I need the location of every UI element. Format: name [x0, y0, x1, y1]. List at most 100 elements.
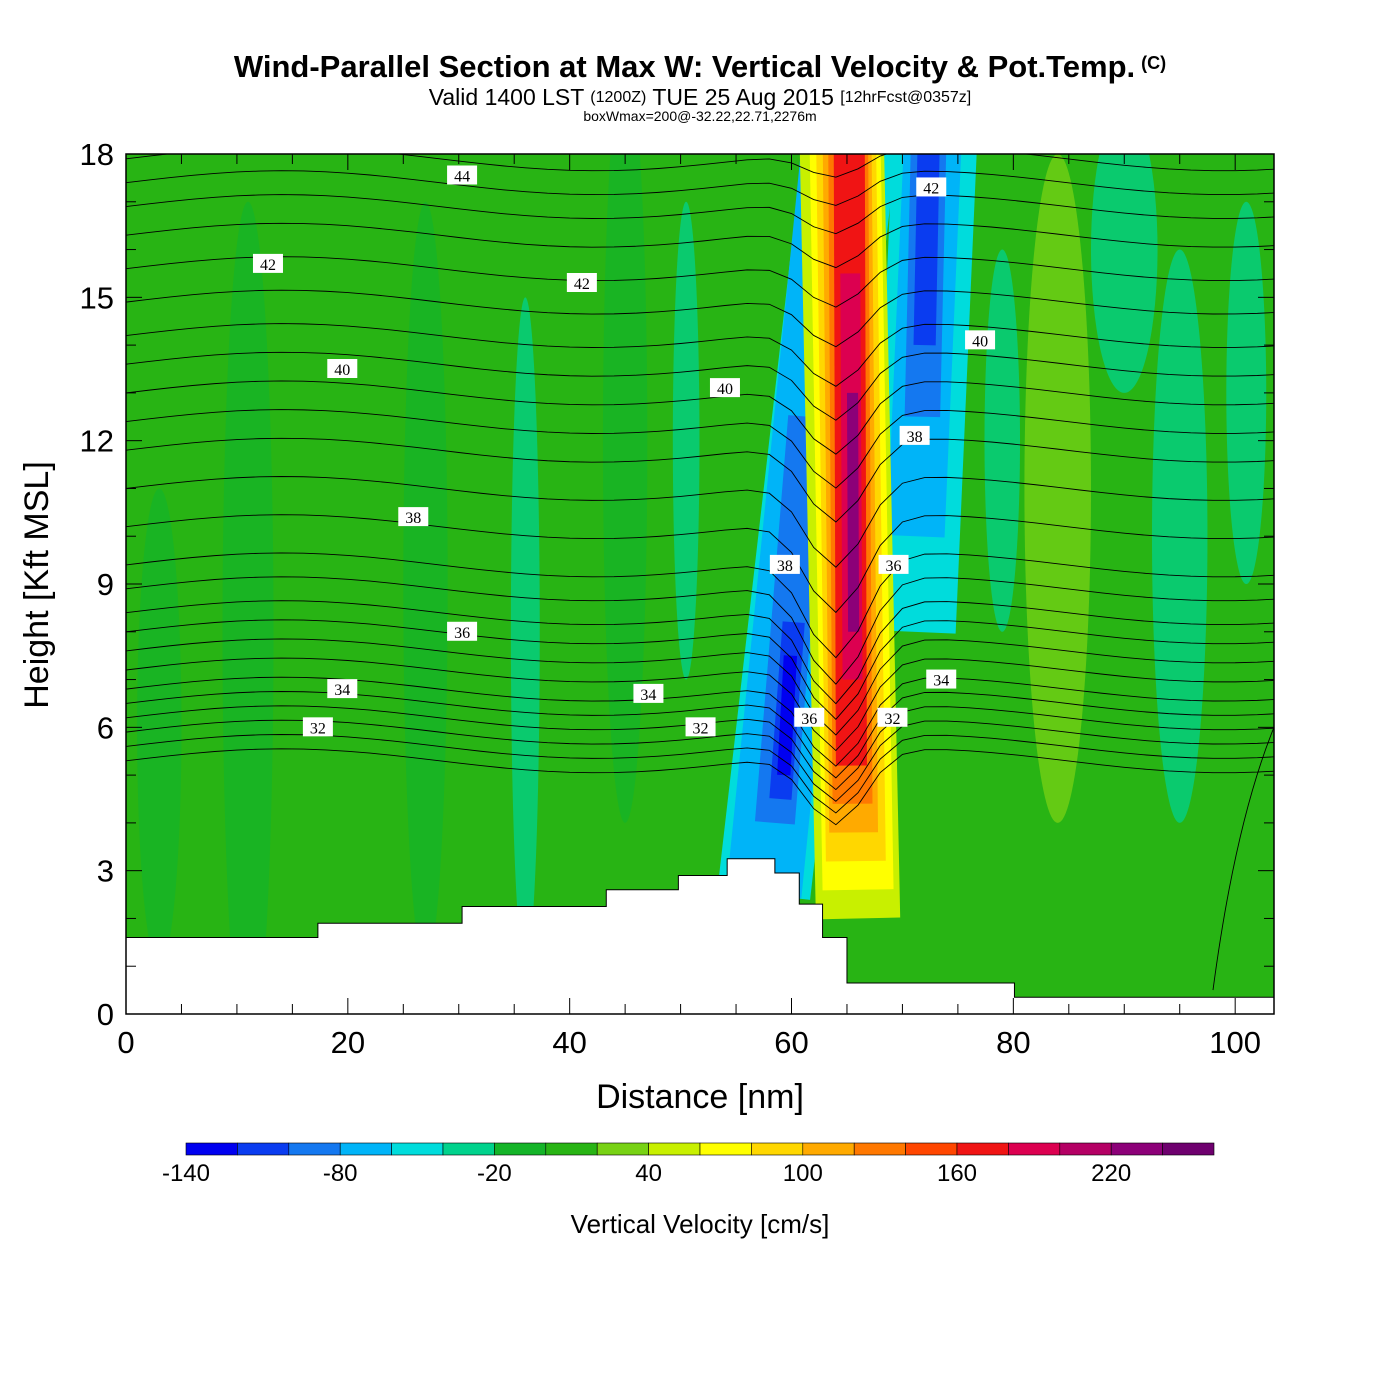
- isentrope-label: 42: [916, 177, 947, 197]
- x-tick-label: 40: [552, 1025, 586, 1060]
- isentrope-label: 36: [447, 621, 478, 642]
- x-tick-label: 80: [996, 1025, 1030, 1060]
- isentrope-line: [126, 154, 1274, 178]
- isentrope-line: [126, 514, 1274, 614]
- isentrope-label: 42: [566, 273, 597, 293]
- isentrope-label: 34: [926, 669, 957, 690]
- isentrope-label-box: [899, 425, 930, 445]
- isentrope-label-text: 38: [777, 558, 793, 575]
- axis-ticks: [125, 153, 1274, 1015]
- terrain-profile: [126, 858, 1274, 1014]
- isentrope-label-text: 34: [933, 673, 949, 690]
- isentrope-label: 38: [398, 507, 429, 527]
- isentrope-line: [126, 222, 1274, 269]
- isentrope-label-text: 34: [334, 682, 350, 699]
- isentrope-line: [126, 437, 1274, 523]
- isentrope-label-text: 32: [693, 720, 709, 737]
- colorbar-swatch: [391, 1142, 444, 1156]
- isentrope-label: 42: [252, 253, 283, 274]
- isentrope-label-text: 42: [574, 276, 590, 293]
- isentrope-label: 32: [302, 717, 333, 737]
- isentrope-line: [126, 691, 1274, 779]
- isentrope-label: 34: [633, 683, 664, 704]
- chart-subtitle: Valid 1400 LST (1200Z) TUE 25 Aug 2015 […: [0, 84, 1400, 114]
- updraft-band: [846, 392, 860, 632]
- isentrope-line: [126, 194, 1274, 235]
- colorbar-swatch: [1110, 1142, 1163, 1156]
- colorbar-swatch: [802, 1142, 855, 1156]
- isentrope-line: [126, 576, 1274, 685]
- isentrope-line: [126, 476, 1274, 568]
- colorbar-swatch: [494, 1142, 547, 1156]
- isentrope-line: [126, 380, 1274, 455]
- colorbar-title: Vertical Velocity [cm/s]: [571, 1209, 830, 1239]
- downdraft-upper-band: [913, 154, 940, 346]
- field-blob: [403, 201, 448, 967]
- isentrope-label: 40: [965, 330, 996, 350]
- isentrope-label: 32: [685, 717, 716, 737]
- y-axis-labels: 0 3 6 9 12 15 18: [80, 137, 114, 1032]
- isentrope-label-box: [252, 253, 283, 273]
- y-tick-label: 0: [97, 997, 114, 1032]
- field-blob: [602, 154, 648, 823]
- colorbar-tick-label: 100: [783, 1160, 823, 1187]
- isentrope-label-box: [327, 359, 358, 378]
- isentrope-label-box: [447, 621, 478, 641]
- isentrope-label-box: [685, 717, 716, 737]
- field-blob: [1024, 154, 1091, 823]
- isentrope-label-text: 32: [884, 711, 900, 728]
- colorbar-swatch: [237, 1142, 290, 1156]
- isentrope-line: [126, 676, 1274, 767]
- isentrope-line: [126, 323, 1274, 387]
- isentrope-label: 36: [794, 707, 825, 728]
- field-blob: [1226, 201, 1267, 584]
- colorbar-tick-label: -140: [162, 1160, 210, 1187]
- isentrope-label-text: 36: [886, 558, 902, 575]
- x-axis-labels: 0 20 40 60 80 100: [117, 1025, 1261, 1060]
- isentrope-label-box: [926, 669, 957, 689]
- isentrope-line: [126, 289, 1274, 348]
- isentrope-label-box: [398, 507, 429, 527]
- isentrope-label-box: [302, 717, 333, 737]
- valid-day: TUE 25 Aug 2015: [652, 84, 834, 110]
- isentrope-label-text: 42: [923, 180, 939, 197]
- field-blob: [672, 201, 700, 680]
- isentrope-line: [1212, 727, 1274, 991]
- colorbar-swatch: [339, 1142, 392, 1156]
- isentrope-label-box: [965, 330, 996, 350]
- isentrope-line: [126, 657, 1274, 752]
- isentrope-label-box: [633, 683, 664, 703]
- isentrope-label-text: 42: [260, 257, 276, 274]
- isentrope-line: [126, 351, 1274, 421]
- colorbar-swatch: [853, 1142, 906, 1156]
- x-tick-label: 60: [774, 1025, 808, 1060]
- isentrope-label-box: [877, 707, 908, 727]
- zulu-time: (1200Z): [590, 89, 647, 106]
- isentrope-label-text: 32: [310, 720, 326, 737]
- colorbar-tick-label: -80: [323, 1160, 358, 1187]
- velocity-field: [126, 154, 1274, 1014]
- box-info: boxWmax=200@-32.22,22.71,2276m: [583, 108, 817, 124]
- isentrope-label-box: [566, 273, 597, 292]
- x-tick-label: 20: [331, 1025, 365, 1060]
- isentrope-line: [126, 748, 1274, 826]
- field-blob: [984, 249, 1020, 632]
- isentrope-label: 40: [327, 359, 358, 379]
- isentrope-label: 38: [899, 425, 930, 446]
- isentrope-label-text: 44: [454, 169, 470, 186]
- isentrope-label-text: 38: [405, 510, 421, 527]
- field-blob: [222, 201, 274, 1014]
- isentrope-label: 44: [447, 165, 478, 186]
- isentrope-label: 40: [709, 378, 740, 398]
- colorbar-swatch: [185, 1142, 238, 1156]
- field-blob: [137, 488, 182, 967]
- isentrope-line: [126, 600, 1274, 705]
- isentrope-label: 34: [327, 679, 358, 699]
- colorbar-swatch: [442, 1142, 495, 1156]
- field-blob: [510, 297, 540, 967]
- isentrope-label-box: [327, 679, 358, 699]
- isentrope-label-text: 38: [907, 429, 923, 446]
- y-tick-label: 12: [80, 424, 114, 459]
- isentrope-line: [126, 256, 1274, 308]
